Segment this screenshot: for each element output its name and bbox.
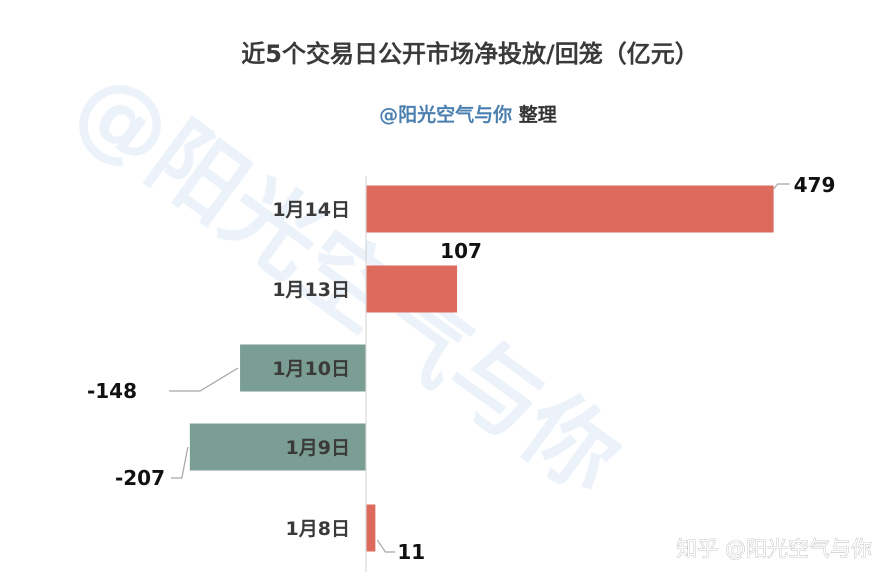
bar-1 (366, 265, 458, 313)
bar-4 (366, 504, 376, 552)
labels: 1月14日 479 1月13日 107 1月10日 -148 1月9日 -207 1月8日 11 (87, 173, 835, 564)
leader-line (171, 446, 189, 479)
bar-2 (240, 344, 366, 392)
value-label: -207 (115, 466, 165, 490)
category-label: 1月10日 (272, 358, 350, 380)
category-label: 1月8日 (286, 518, 350, 540)
leader-line (773, 183, 790, 190)
leader-line (376, 539, 396, 553)
footer-watermark: 知乎 @阳光空气与你 (676, 537, 872, 561)
value-label: -148 (87, 379, 137, 403)
category-label: 1月13日 (272, 279, 350, 301)
subtitle-suffix: 整理 (512, 103, 557, 126)
value-label: 479 (794, 173, 836, 197)
bar-0 (366, 185, 774, 233)
leader-line (169, 367, 239, 392)
chart-title: 近5个交易日公开市场净投放/回笼（亿元） (241, 40, 698, 68)
subtitle-author: @阳光空气与你 (379, 103, 512, 126)
value-label: 107 (440, 239, 482, 263)
chart-subtitle: @阳光空气与你 整理 (379, 103, 557, 126)
bars (189, 185, 774, 552)
value-label: 11 (397, 540, 425, 564)
bar-3 (189, 423, 366, 471)
category-label: 1月9日 (286, 437, 350, 459)
category-label: 1月14日 (272, 199, 350, 221)
